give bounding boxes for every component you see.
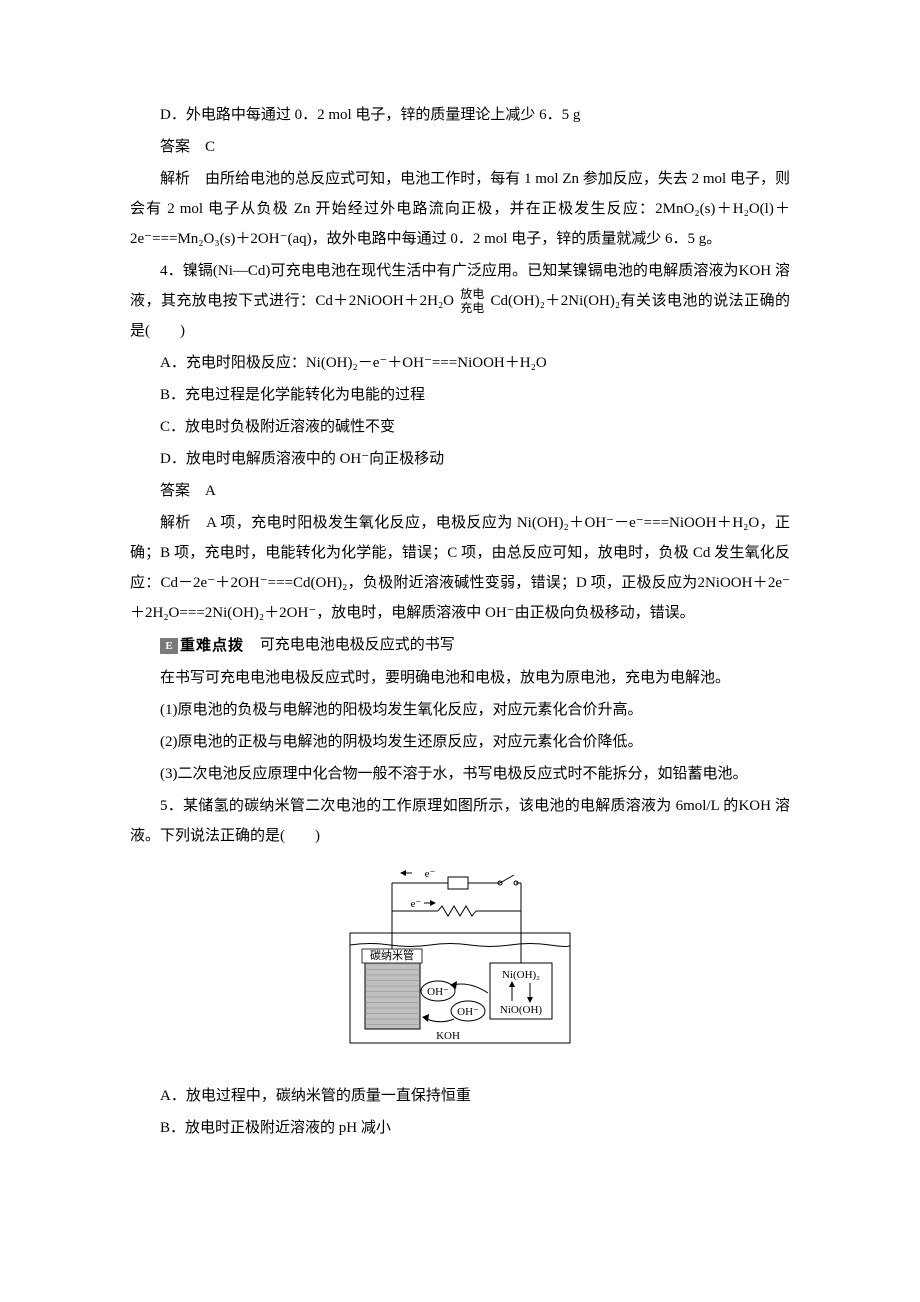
note-line4: (3)二次电池反应原理中化合物一般不溶于水，书写电极反应式时不能拆分，如铅蓄电池… (130, 759, 790, 789)
svg-text:e⁻: e⁻ (425, 868, 436, 880)
q4-option-c: C．放电时负极附近溶液的碱性不变 (130, 412, 790, 442)
reaction-stack: 放电 充电 (460, 288, 484, 314)
svg-text:e⁻: e⁻ (411, 898, 422, 910)
q3-explain: 解析 由所给电池的总反应式可知，电池工作时，每有 1 mol Zn 参加反应，失… (130, 164, 790, 254)
svg-text:OH⁻: OH⁻ (457, 1006, 479, 1018)
note-line1: 在书写可充电电池电极反应式时，要明确电池和电极，放电为原电池，充电为电解池。 (130, 663, 790, 693)
q3-answer: 答案 C (130, 132, 790, 162)
note-line2: (1)原电池的负极与电解池的阳极均发生氧化反应，对应元素化合价升高。 (130, 695, 790, 725)
q4-explain: 解析 A 项，充电时阳极发生氧化反应，电极反应为 Ni(OH)₂＋OH⁻－e⁻=… (130, 508, 790, 628)
q4-answer: 答案 A (130, 476, 790, 506)
note-line3: (2)原电池的正极与电解池的阴极均发生还原反应，对应元素化合价降低。 (130, 727, 790, 757)
note-title: 可充电电池电极反应式的书写 (260, 637, 455, 653)
svg-text:Ni(OH)₂: Ni(OH)₂ (502, 969, 540, 981)
note-badge: E 重难点拨 (160, 631, 244, 661)
q4-option-a: A．充电时阳极反应：Ni(OH)₂－e⁻＋OH⁻===NiOOH＋H₂O (130, 348, 790, 378)
document-body: D．外电路中每通过 0．2 mol 电子，锌的质量理论上减少 6．5 g 答案 … (130, 100, 790, 1143)
q4-stem: 4．镍镉(Ni—Cd)可充电电池在现代生活中有广泛应用。已知某镍镉电池的电解质溶… (130, 256, 790, 346)
note-heading: E 重难点拨 可充电电池电极反应式的书写 (130, 630, 790, 661)
note-icon: E (160, 638, 178, 654)
svg-text:OH⁻: OH⁻ (427, 986, 449, 998)
q4-option-d: D．放电时电解质溶液中的 OH⁻向正极移动 (130, 444, 790, 474)
battery-diagram: 碳纳米管 Ni(OH)₂ NiO(OH) OH⁻ OH⁻ KOH e⁻ e⁻ (130, 863, 790, 1069)
q5-option-b: B．放电时正极附近溶液的 pH 减小 (130, 1113, 790, 1143)
q4-option-b: B．充电过程是化学能转化为电能的过程 (130, 380, 790, 410)
svg-text:NiO(OH): NiO(OH) (500, 1004, 542, 1016)
q5-stem: 5．某储氢的碳纳米管二次电池的工作原理如图所示，该电池的电解质溶液为 6mol/… (130, 791, 790, 851)
svg-text:KOH: KOH (436, 1030, 460, 1042)
diagram-svg: 碳纳米管 Ni(OH)₂ NiO(OH) OH⁻ OH⁻ KOH e⁻ e⁻ (330, 863, 590, 1058)
note-label: 重难点拨 (180, 631, 244, 661)
svg-text:碳纳米管: 碳纳米管 (370, 948, 414, 962)
stack-top: 放电 (460, 288, 484, 301)
q5-option-a: A．放电过程中，碳纳米管的质量一直保持恒重 (130, 1081, 790, 1111)
stack-bot: 充电 (460, 302, 484, 315)
q3-option-d: D．外电路中每通过 0．2 mol 电子，锌的质量理论上减少 6．5 g (130, 100, 790, 130)
